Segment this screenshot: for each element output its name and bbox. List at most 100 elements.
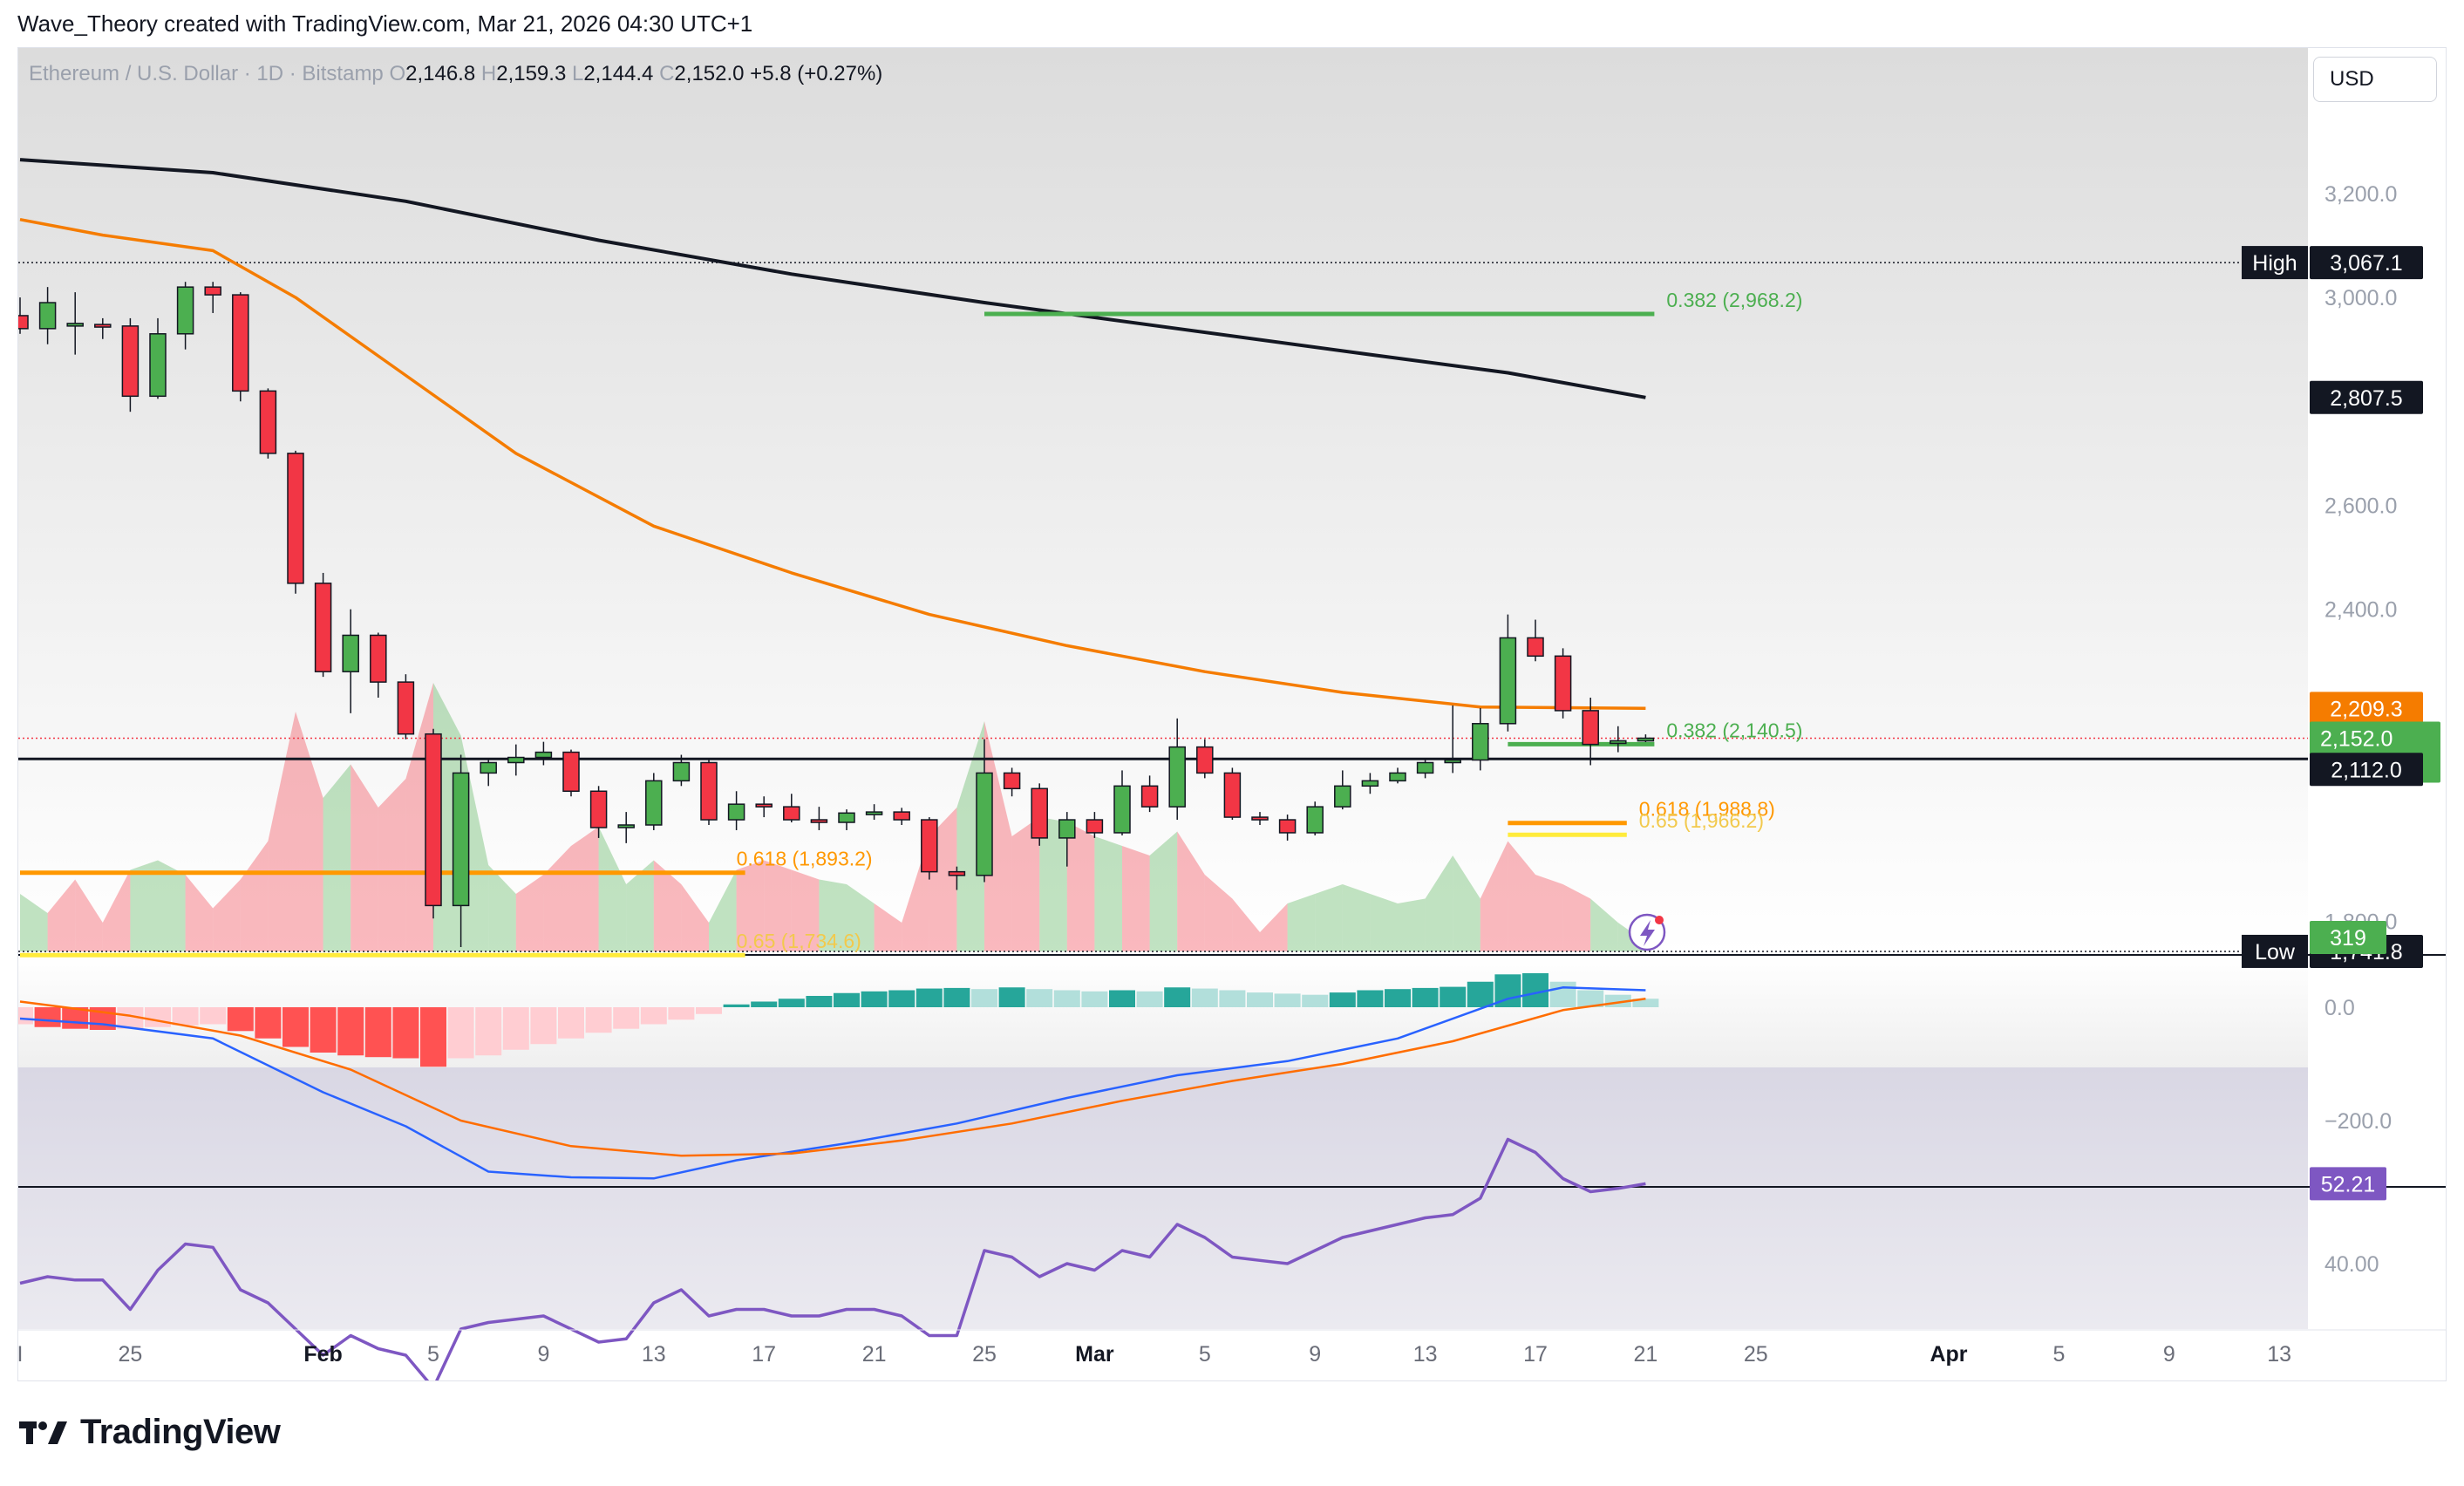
candle-body bbox=[1058, 819, 1076, 839]
rsi-badge-bg bbox=[2310, 1167, 2386, 1201]
candle bbox=[893, 808, 910, 826]
volume-area-segment bbox=[1398, 898, 1426, 951]
chart-canvas[interactable]: 3,400.03,200.03,000.02,600.02,400.01,800… bbox=[18, 48, 2447, 1381]
candle-body bbox=[452, 772, 470, 907]
candle-body bbox=[948, 870, 966, 876]
macd-histogram-bar bbox=[943, 987, 970, 1007]
macd-histogram-bar bbox=[640, 1007, 667, 1025]
volume-area-segment bbox=[185, 875, 214, 951]
candle-body bbox=[176, 286, 194, 335]
candle bbox=[397, 674, 415, 740]
macd-histogram-bar bbox=[145, 1007, 171, 1027]
volume-area-segment bbox=[736, 860, 765, 951]
time-axis-tick: 25 bbox=[118, 1342, 142, 1367]
candle bbox=[425, 728, 442, 919]
candle bbox=[94, 317, 112, 339]
macd-histogram-bar bbox=[613, 1007, 640, 1029]
macd-histogram-bar bbox=[1329, 992, 1356, 1007]
candle bbox=[948, 866, 966, 890]
tradingview-logo-icon bbox=[19, 1421, 67, 1444]
macd-histogram-bar bbox=[888, 990, 915, 1007]
volume-area-segment bbox=[240, 841, 269, 951]
candle bbox=[1499, 614, 1517, 732]
candle bbox=[1306, 801, 1324, 835]
macd-histogram-bar bbox=[861, 991, 888, 1007]
candle-body bbox=[1251, 816, 1269, 821]
candle-body bbox=[66, 323, 84, 327]
volume-area-segment bbox=[268, 712, 296, 951]
candle bbox=[1140, 775, 1159, 813]
candle bbox=[1334, 770, 1351, 810]
candle bbox=[865, 804, 883, 821]
candle bbox=[121, 317, 140, 412]
volume-area-segment bbox=[1315, 884, 1343, 951]
volume-area-segment bbox=[874, 903, 902, 951]
volume-area-segment bbox=[1039, 817, 1067, 951]
candle-body bbox=[370, 634, 387, 683]
support-badge: 2,112.0 bbox=[2310, 753, 2423, 787]
price-axis-tick: 3,200.0 bbox=[2324, 182, 2397, 207]
candle bbox=[1003, 767, 1021, 797]
currency-button[interactable]: USD bbox=[2313, 57, 2437, 102]
time-axis-tick: 21 bbox=[1633, 1342, 1657, 1367]
rsi-badge: 52.21 bbox=[2310, 1167, 2386, 1201]
tradingview-logo[interactable]: TradingView bbox=[19, 1413, 281, 1452]
candle bbox=[1472, 707, 1489, 771]
volume-area-segment bbox=[1011, 817, 1040, 951]
ema-slow-badge-bg bbox=[2310, 380, 2423, 414]
volume-area-segment bbox=[626, 860, 654, 951]
high-value: 2,159.3 bbox=[496, 62, 567, 85]
macd-axis-tick: −200.0 bbox=[2324, 1109, 2392, 1134]
macd-histogram-bar bbox=[310, 1007, 337, 1053]
chart-frame[interactable]: 3,400.03,200.03,000.02,600.02,400.01,800… bbox=[17, 47, 2447, 1381]
candle-body bbox=[425, 733, 442, 907]
rsi-axis-tick: 40.00 bbox=[2324, 1252, 2379, 1277]
candle-body bbox=[1610, 740, 1627, 745]
candle-body bbox=[342, 634, 359, 672]
fib-level-label: 0.65 (1,734.6) bbox=[737, 930, 861, 952]
macd-histogram-bar bbox=[1549, 981, 1576, 1007]
macd-histogram-bar bbox=[18, 1007, 33, 1025]
volume-area-segment bbox=[378, 779, 406, 951]
macd-histogram-bar bbox=[1109, 990, 1135, 1007]
candle bbox=[562, 749, 580, 797]
fib-level-label: 0.618 (1,988.8) bbox=[1639, 798, 1775, 821]
candle bbox=[700, 760, 718, 826]
volume-area-segment bbox=[213, 879, 241, 951]
volume-area-segment bbox=[1260, 903, 1288, 951]
change-value: +5.8 (+0.27%) bbox=[750, 62, 883, 85]
macd-histogram-bar bbox=[1632, 999, 1659, 1007]
volume-badge-bg bbox=[2310, 921, 2386, 954]
candle-body bbox=[589, 790, 608, 828]
candle bbox=[259, 388, 277, 459]
macd-histogram-bar bbox=[778, 999, 805, 1007]
low-value: 2,144.4 bbox=[583, 62, 654, 85]
macd-histogram-bar bbox=[971, 989, 997, 1007]
time-axis-tick: 13 bbox=[642, 1342, 666, 1367]
macd-histogram-bar bbox=[1247, 992, 1273, 1007]
candle bbox=[342, 609, 359, 713]
macd-histogram-bar bbox=[227, 1007, 254, 1032]
volume-area-segment bbox=[1232, 898, 1260, 951]
candle-body bbox=[232, 294, 249, 392]
candle bbox=[1361, 773, 1379, 794]
candle bbox=[589, 786, 608, 838]
candle bbox=[287, 450, 304, 594]
candle-body bbox=[921, 819, 938, 873]
candle-body bbox=[259, 390, 277, 454]
candle-body bbox=[149, 333, 167, 398]
time-axis-tick: 5 bbox=[1199, 1342, 1211, 1367]
ema-fast-badge: 2,209.3 bbox=[2310, 692, 2423, 726]
macd-histogram-bar bbox=[751, 1001, 778, 1007]
volume-area-segment bbox=[158, 860, 186, 951]
candle bbox=[1086, 812, 1104, 838]
symbol-name: Ethereum / U.S. Dollar · 1D · Bitstamp bbox=[29, 62, 384, 85]
ema-fast-badge-text: 2,209.3 bbox=[2330, 697, 2402, 721]
time-axis-tick: Mar bbox=[1075, 1342, 1114, 1367]
candle-body bbox=[38, 302, 57, 330]
candle bbox=[1113, 770, 1131, 835]
volume-area-segment bbox=[515, 875, 544, 951]
time-axis-tick: 9 bbox=[1309, 1342, 1321, 1367]
volume-area-segment bbox=[847, 884, 875, 951]
symbol-legend[interactable]: Ethereum / U.S. Dollar · 1D · Bitstamp O… bbox=[29, 62, 882, 86]
